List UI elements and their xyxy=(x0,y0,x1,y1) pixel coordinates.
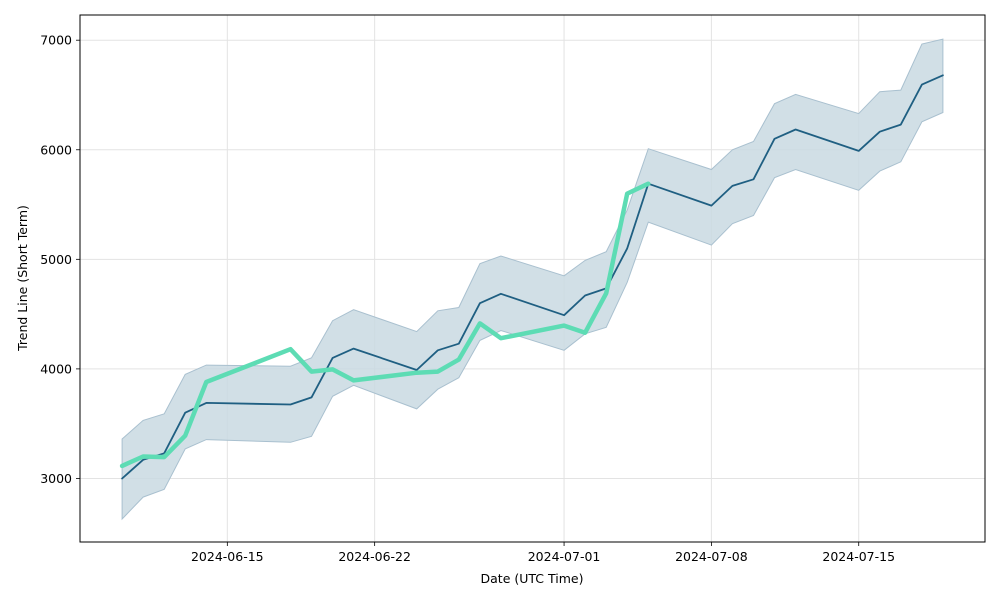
confidence-band-area xyxy=(121,38,944,521)
series-lines xyxy=(119,74,944,480)
x-tick-label: 2024-07-15 xyxy=(822,549,895,564)
x-tick-label: 2024-06-15 xyxy=(191,549,264,564)
y-tick-label: 6000 xyxy=(40,142,72,157)
x-tick-label: 2024-06-22 xyxy=(338,549,411,564)
x-tick-label: 2024-07-01 xyxy=(528,549,601,564)
y-tick-label: 7000 xyxy=(40,33,72,48)
plot-frame xyxy=(79,14,986,543)
confidence-band xyxy=(121,38,944,521)
y-tick-label: 3000 xyxy=(40,471,72,486)
y-tick-label: 4000 xyxy=(40,361,72,376)
actual-line xyxy=(119,181,651,469)
y-tick-label: 5000 xyxy=(40,252,72,267)
trend-line xyxy=(121,74,944,480)
axes: 3000 4000 5000 6000 7000 2024-06-15 2024-06-22… xyxy=(40,14,986,564)
grid-lines xyxy=(80,15,985,542)
x-axis-label: Date (UTC Time) xyxy=(481,571,584,586)
x-tick-label: 2024-07-08 xyxy=(675,549,748,564)
y-axis-label: Trend Line (Short Term) xyxy=(15,205,30,352)
